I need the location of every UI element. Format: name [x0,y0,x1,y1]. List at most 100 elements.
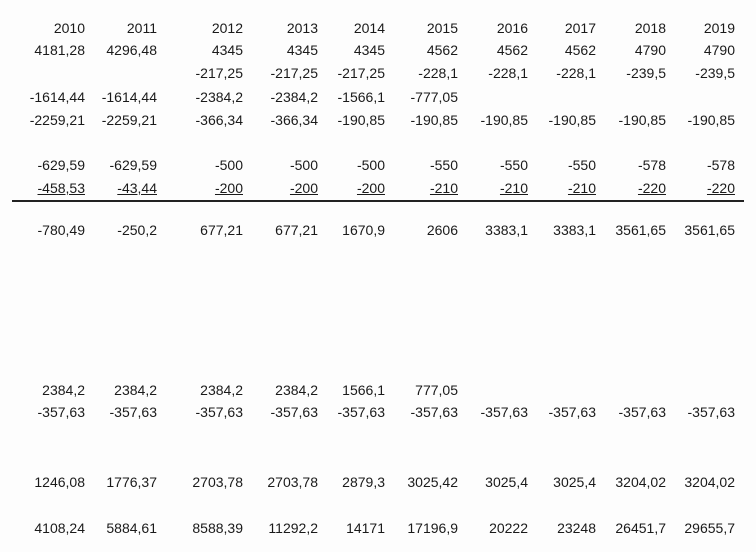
table-cell: -357,63 [195,404,243,420]
table-cell: -1566,1 [337,89,385,105]
table-cell: 29655,7 [684,520,735,536]
table-cell: -357,63 [337,404,385,420]
table-cell: -220 [706,180,735,196]
table-cell: -500 [289,157,318,173]
table-cell: 1670,9 [342,222,385,238]
table-cell: -217,25 [195,65,243,81]
table-cell: -190,85 [480,112,528,128]
table-cell: 14171 [346,520,385,536]
table-cell: 2703,78 [192,474,243,490]
table-cell: 23248 [557,520,596,536]
table-cell: -500 [214,157,243,173]
table-cell: 4562 [496,42,528,58]
table-cell: 4296,48 [106,42,157,58]
table-cell: -357,63 [480,404,528,420]
table-cell: -1614,44 [101,89,157,105]
table-cell: 777,05 [415,382,458,398]
table-cell: 8588,39 [192,520,243,536]
table-cell: -357,63 [548,404,596,420]
table-cell: 3025,4 [485,474,528,490]
year-header: 2014 [353,20,385,36]
year-header: 2012 [211,20,243,36]
table-cell: -578 [637,157,666,173]
year-header: 2015 [426,20,458,36]
table-cell: -357,63 [37,404,85,420]
table-cell: 2384,2 [114,382,157,398]
table-cell: -2259,21 [29,112,85,128]
table-cell: -200 [289,180,318,196]
table-cell: 1776,37 [106,474,157,490]
table-cell: -357,63 [687,404,735,420]
table-cell: -366,34 [270,112,318,128]
table-cell: -629,59 [109,157,157,173]
table-cell: -210 [567,180,596,196]
table-cell: 2384,2 [200,382,243,398]
table-cell: 3025,4 [553,474,596,490]
table-cell: -366,34 [195,112,243,128]
table-cell: 2384,2 [42,382,85,398]
table-cell: 4345 [211,42,243,58]
year-header: 2016 [496,20,528,36]
table-cell: -578 [706,157,735,173]
table-cell: 26451,7 [615,520,666,536]
table-cell: 677,21 [275,222,318,238]
table-cell: -500 [356,157,385,173]
table-cell: 4790 [634,42,666,58]
table-cell: -2259,21 [101,112,157,128]
table-cell: -217,25 [337,65,385,81]
table-cell: 3025,42 [407,474,458,490]
table-cell: -228,1 [556,65,596,81]
table-cell: 4562 [564,42,596,58]
table-cell: -210 [429,180,458,196]
table-cell: -458,53 [37,180,85,196]
table-cell: -210 [499,180,528,196]
table-cell: 4790 [703,42,735,58]
table-cell: -217,25 [270,65,318,81]
table-cell: -250,2 [117,222,157,238]
table-cell: 17196,9 [407,520,458,536]
table-cell: 3204,02 [615,474,666,490]
table-cell: 1246,08 [34,474,85,490]
table-cell: -357,63 [618,404,666,420]
table-cell: -190,85 [548,112,596,128]
table-cell: -550 [429,157,458,173]
year-header: 2018 [634,20,666,36]
table-cell: -550 [567,157,596,173]
table-cell: 3561,65 [615,222,666,238]
table-cell: -239,5 [695,65,735,81]
table-cell: 4562 [426,42,458,58]
table-cell: 11292,2 [268,520,318,536]
total-rule [12,200,744,202]
table-cell: -629,59 [37,157,85,173]
year-header: 2013 [286,20,318,36]
table-cell: -200 [356,180,385,196]
table-cell: -200 [214,180,243,196]
table-cell: -239,5 [626,65,666,81]
table-cell: 2703,78 [267,474,318,490]
table-cell: -43,44 [117,180,157,196]
table-cell: -190,85 [410,112,458,128]
year-header: 2010 [53,20,85,36]
table-cell: 20222 [489,520,528,536]
table-cell: 3204,02 [684,474,735,490]
table-cell: 4345 [353,42,385,58]
table-cell: 4108,24 [34,520,85,536]
year-header: 2011 [126,20,157,36]
table-cell: -228,1 [418,65,458,81]
table-cell: -550 [499,157,528,173]
table-cell: 3383,1 [553,222,596,238]
table-cell: -228,1 [488,65,528,81]
table-cell: -1614,44 [29,89,85,105]
table-cell: 2384,2 [275,382,318,398]
table-cell: -357,63 [410,404,458,420]
table-cell: 3383,1 [485,222,528,238]
table-cell: 3561,65 [684,222,735,238]
table-cell: 4181,28 [34,42,85,58]
table-cell: -220 [637,180,666,196]
table-cell: 1566,1 [342,382,385,398]
table-cell: -780,49 [37,222,85,238]
table-cell: -357,63 [109,404,157,420]
table-cell: 4345 [286,42,318,58]
table-cell: -190,85 [337,112,385,128]
